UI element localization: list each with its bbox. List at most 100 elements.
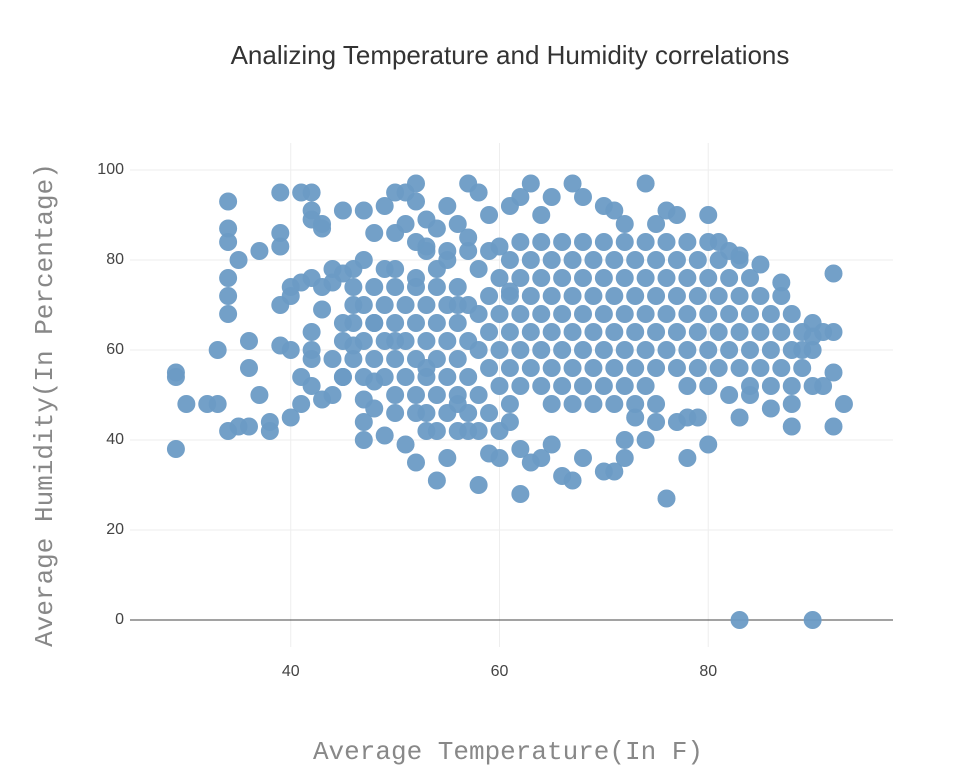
point xyxy=(490,449,509,467)
point xyxy=(511,305,530,323)
point xyxy=(302,350,321,368)
point xyxy=(511,341,530,359)
point xyxy=(271,237,290,256)
point xyxy=(699,377,718,395)
point xyxy=(500,323,519,341)
point xyxy=(720,305,739,323)
point xyxy=(678,269,697,287)
point xyxy=(427,314,446,332)
point xyxy=(521,359,540,377)
point xyxy=(636,377,655,395)
point xyxy=(678,233,697,251)
point xyxy=(688,408,707,427)
point xyxy=(406,192,425,211)
point xyxy=(761,305,780,323)
point xyxy=(469,422,488,440)
point xyxy=(459,228,478,247)
point xyxy=(615,233,634,251)
point xyxy=(396,435,415,454)
point xyxy=(553,341,572,359)
point xyxy=(605,395,624,413)
point xyxy=(417,296,436,314)
point xyxy=(500,359,519,377)
point xyxy=(782,417,801,436)
point xyxy=(678,341,697,359)
point xyxy=(793,359,812,377)
point xyxy=(396,215,415,233)
point xyxy=(448,386,467,404)
point xyxy=(814,323,833,341)
point xyxy=(490,377,509,395)
point xyxy=(688,359,707,377)
point xyxy=(636,305,655,323)
point xyxy=(521,323,540,341)
point xyxy=(469,476,488,494)
point xyxy=(605,287,624,305)
point xyxy=(751,255,770,274)
point xyxy=(354,332,373,350)
point xyxy=(657,489,676,508)
point xyxy=(542,323,561,341)
point xyxy=(166,440,185,458)
point xyxy=(615,215,634,233)
point xyxy=(229,251,248,269)
point xyxy=(594,341,613,359)
point xyxy=(386,314,405,332)
point xyxy=(563,287,582,305)
point xyxy=(709,323,728,341)
point xyxy=(448,278,467,296)
point xyxy=(657,269,676,287)
point xyxy=(657,233,676,251)
point xyxy=(782,341,801,359)
point xyxy=(438,449,457,467)
point xyxy=(448,350,467,368)
point xyxy=(354,431,373,449)
point xyxy=(594,269,613,287)
point xyxy=(427,471,446,490)
point xyxy=(761,341,780,359)
point xyxy=(532,233,551,251)
point xyxy=(699,233,718,251)
point xyxy=(260,422,279,440)
point xyxy=(667,287,686,305)
point xyxy=(521,251,540,269)
point xyxy=(406,174,425,193)
point xyxy=(636,269,655,287)
point xyxy=(573,233,592,251)
point xyxy=(647,395,666,413)
point xyxy=(636,341,655,359)
x-tick-label: 40 xyxy=(282,663,300,680)
point xyxy=(657,341,676,359)
point xyxy=(647,287,666,305)
point xyxy=(219,192,238,211)
point xyxy=(438,368,457,386)
point xyxy=(636,174,655,193)
point xyxy=(365,224,384,242)
point xyxy=(542,359,561,377)
point xyxy=(417,242,436,260)
point xyxy=(365,350,384,368)
grid xyxy=(130,143,893,647)
point xyxy=(730,611,749,629)
point xyxy=(761,377,780,395)
point xyxy=(573,269,592,287)
point xyxy=(375,296,394,314)
point xyxy=(626,287,645,305)
point xyxy=(720,341,739,359)
x-tick-label: 60 xyxy=(491,663,509,680)
point xyxy=(427,219,446,238)
point xyxy=(688,323,707,341)
point xyxy=(553,377,572,395)
y-tick-label: 0 xyxy=(115,611,124,628)
point xyxy=(490,269,509,287)
point xyxy=(553,233,572,251)
point xyxy=(573,341,592,359)
point xyxy=(511,233,530,251)
point xyxy=(354,251,373,269)
point xyxy=(448,215,467,233)
point xyxy=(511,440,530,458)
point xyxy=(302,183,321,202)
point xyxy=(166,368,185,386)
point xyxy=(615,377,634,395)
